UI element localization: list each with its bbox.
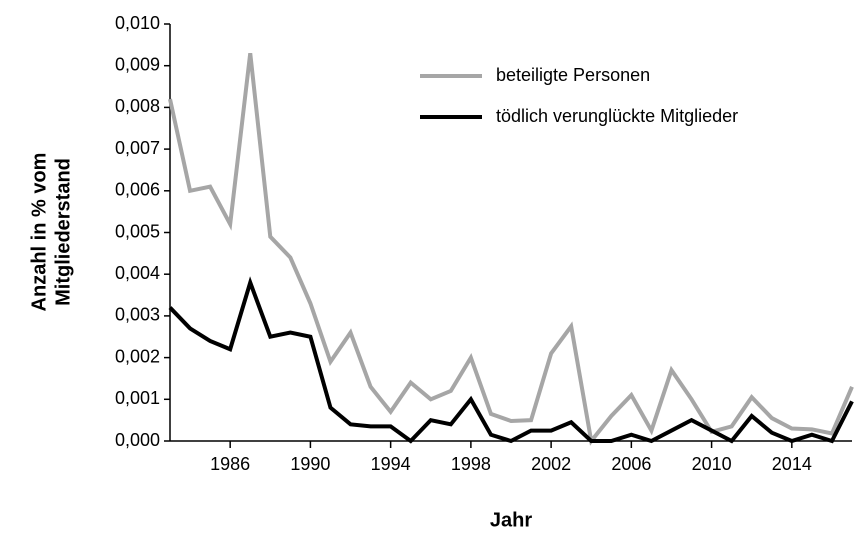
y-tick-label: 0,002: [115, 346, 160, 366]
y-axis-label-line: Mitgliederstand: [52, 158, 74, 306]
x-tick-label: 1998: [451, 454, 491, 474]
line-series: [168, 52, 854, 446]
y-tick-label: 0,000: [115, 430, 160, 450]
legend-label: tödlich verunglückte Mitglieder: [496, 106, 738, 126]
x-tick-label: 1994: [371, 454, 411, 474]
x-tick-label: 2010: [692, 454, 732, 474]
legend-label: beteiligte Personen: [496, 65, 650, 85]
y-tick-label: 0,004: [115, 263, 160, 283]
x-tick-label: 2014: [772, 454, 812, 474]
y-tick-label: 0,001: [115, 388, 160, 408]
y-axis-label-line: Anzahl in % vom: [28, 153, 50, 312]
y-tick-label: 0,006: [115, 180, 160, 200]
line-series: [168, 276, 854, 444]
y-tick-label: 0,010: [115, 13, 160, 33]
y-tick-label: 0,007: [115, 138, 160, 158]
y-tick-label: 0,008: [115, 96, 160, 116]
x-tick-label: 1990: [290, 454, 330, 474]
x-tick-label: 2006: [611, 454, 651, 474]
y-tick-label: 0,009: [115, 54, 160, 74]
x-tick-label: 1986: [210, 454, 250, 474]
y-tick-label: 0,005: [115, 221, 160, 241]
x-axis-label: Jahr: [490, 509, 532, 531]
x-tick-label: 2002: [531, 454, 571, 474]
y-axis-label: Anzahl in % vom Mitgliederstand: [28, 153, 74, 312]
y-tick-label: 0,003: [115, 305, 160, 325]
